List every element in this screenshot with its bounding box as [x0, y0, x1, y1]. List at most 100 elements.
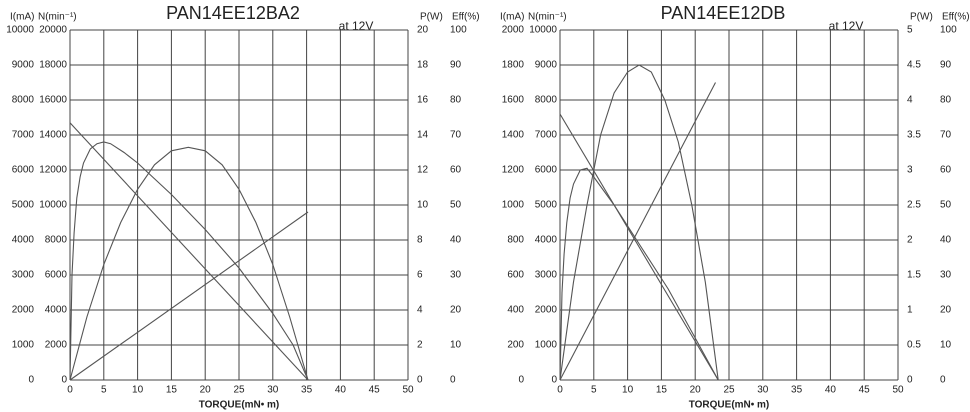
curve [69, 122, 309, 381]
x-tick-label: 35 [791, 385, 803, 396]
y-tick-label: 18000 [39, 60, 67, 71]
y-tick-label: 0 [907, 375, 913, 386]
y-tick-label: 0 [28, 375, 34, 386]
x-tick-label: 35 [301, 385, 313, 396]
x-tick-label: 10 [622, 385, 634, 396]
y-tick-label: 30 [450, 270, 462, 281]
y-tick-label: 1 [907, 305, 913, 316]
y-tick-label: 4000 [45, 305, 68, 316]
y-tick-label: 9000 [535, 60, 558, 71]
y-tick-label: 14 [417, 130, 429, 141]
y-tick-label: 10000 [529, 25, 557, 36]
y-tick-label: 2.5 [907, 200, 921, 211]
x-tick-label: 20 [200, 385, 212, 396]
y-tick-label: 0 [940, 375, 946, 386]
y-tick-label: 16 [417, 95, 429, 106]
y-tick-label: 8000 [12, 95, 35, 106]
axis-title: Eff(%) [452, 12, 480, 23]
y-tick-label: 1600 [502, 95, 525, 106]
y-tick-label: 0.5 [907, 340, 921, 351]
y-tick-label: 90 [450, 60, 462, 71]
y-tick-label: 2000 [12, 305, 35, 316]
chart-title: PAN14EE12DB [661, 3, 786, 23]
x-tick-label: 50 [402, 385, 414, 396]
y-tick-label: 8000 [535, 95, 558, 106]
axis-title: N(min⁻¹) [528, 12, 567, 23]
x-tick-label: 40 [335, 385, 347, 396]
y-tick-label: 8 [417, 235, 423, 246]
y-tick-label: 10 [417, 200, 429, 211]
x-tick-label: 15 [166, 385, 178, 396]
y-tick-label: 0 [551, 375, 557, 386]
annotation: at 12V [829, 19, 864, 33]
y-tick-label: 100 [940, 25, 957, 36]
y-tick-label: 60 [450, 165, 462, 176]
x-axis-title: TORQUE(mN• m) [689, 400, 770, 411]
axis-title: P(W) [910, 12, 933, 23]
y-tick-label: 1000 [535, 340, 558, 351]
x-tick-label: 0 [557, 385, 563, 396]
curve [559, 167, 719, 381]
y-tick-label: 2000 [502, 25, 525, 36]
y-tick-label: 3.5 [907, 130, 921, 141]
y-tick-label: 3000 [535, 270, 558, 281]
y-tick-label: 6000 [12, 165, 35, 176]
y-tick-label: 5000 [535, 200, 558, 211]
y-tick-label: 0 [450, 375, 456, 386]
y-tick-label: 12 [417, 165, 429, 176]
y-tick-label: 1.5 [907, 270, 921, 281]
curve [69, 141, 309, 381]
axis-title: I(mA) [10, 12, 34, 23]
y-tick-label: 10000 [39, 200, 67, 211]
y-tick-label: 14000 [39, 130, 67, 141]
y-tick-label: 1000 [12, 340, 35, 351]
y-tick-label: 50 [940, 200, 952, 211]
curve [559, 113, 719, 381]
y-tick-label: 8000 [45, 235, 68, 246]
x-tick-label: 10 [132, 385, 144, 396]
y-tick-label: 16000 [39, 95, 67, 106]
y-tick-label: 1200 [502, 165, 525, 176]
y-tick-label: 2 [907, 235, 913, 246]
y-tick-label: 200 [507, 340, 524, 351]
y-tick-label: 1800 [502, 60, 525, 71]
y-tick-label: 5 [907, 25, 913, 36]
x-tick-label: 30 [267, 385, 279, 396]
y-tick-label: 1400 [502, 130, 525, 141]
curve [69, 146, 309, 381]
y-tick-label: 10000 [6, 25, 34, 36]
x-tick-label: 0 [67, 385, 73, 396]
y-tick-label: 40 [450, 235, 462, 246]
y-tick-label: 30 [940, 270, 952, 281]
y-tick-label: 70 [940, 130, 952, 141]
x-tick-label: 5 [101, 385, 107, 396]
y-tick-label: 4000 [535, 235, 558, 246]
curve [69, 211, 309, 381]
y-tick-label: 100 [450, 25, 467, 36]
y-tick-label: 60 [940, 165, 952, 176]
x-tick-label: 30 [757, 385, 769, 396]
axis-title: N(min⁻¹) [38, 12, 77, 23]
y-tick-label: 2000 [45, 340, 68, 351]
x-tick-label: 40 [825, 385, 837, 396]
y-tick-label: 6000 [535, 165, 558, 176]
y-tick-label: 2 [417, 340, 423, 351]
annotation: at 12V [339, 19, 374, 33]
x-axis-title: TORQUE(mN• m) [199, 400, 280, 411]
y-tick-label: 2000 [535, 305, 558, 316]
y-tick-label: 20 [450, 305, 462, 316]
y-tick-label: 800 [507, 235, 524, 246]
y-tick-label: 0 [518, 375, 524, 386]
y-tick-label: 10 [940, 340, 952, 351]
y-tick-label: 4000 [12, 235, 35, 246]
x-tick-label: 20 [690, 385, 702, 396]
y-tick-label: 20 [417, 25, 429, 36]
y-tick-label: 80 [450, 95, 462, 106]
y-tick-label: 12000 [39, 165, 67, 176]
y-tick-label: 80 [940, 95, 952, 106]
axis-title: P(W) [420, 12, 443, 23]
x-tick-label: 50 [892, 385, 904, 396]
y-tick-label: 3000 [12, 270, 35, 281]
y-tick-label: 9000 [12, 60, 35, 71]
